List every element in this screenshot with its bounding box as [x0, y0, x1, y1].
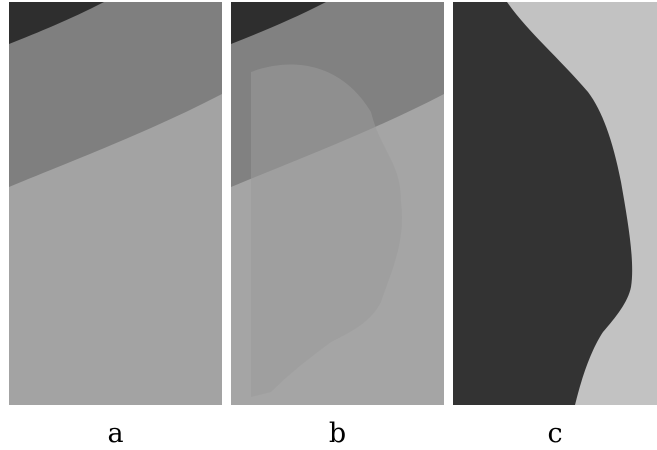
- mid-region-a: [9, 2, 222, 187]
- mask-dark-region: [453, 2, 633, 405]
- depth-map-a: [9, 2, 222, 405]
- dark-region-a: [9, 2, 104, 44]
- mask-c: [453, 2, 657, 405]
- image-panel-c: [453, 2, 657, 405]
- blob-region-b: [251, 64, 402, 397]
- caption-b: b: [328, 418, 347, 449]
- dark-region-b: [231, 2, 326, 44]
- depth-map-b: [231, 2, 444, 405]
- image-panel-a: [9, 2, 222, 405]
- image-panel-b: [231, 2, 444, 405]
- caption-a: a: [107, 418, 124, 449]
- caption-c: c: [547, 418, 563, 449]
